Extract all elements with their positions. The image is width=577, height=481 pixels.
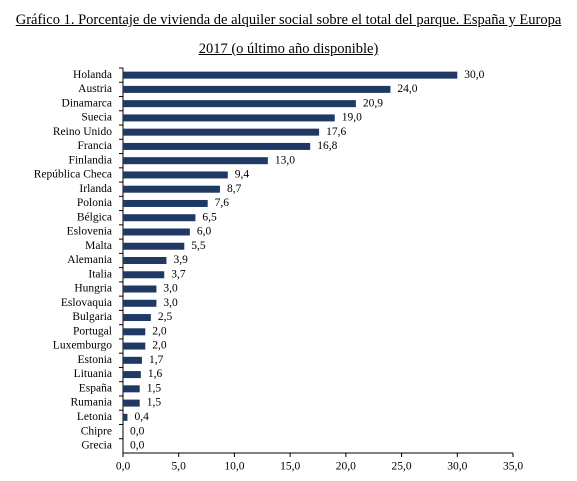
value-label: 2,5 [158, 311, 173, 323]
y-tick-label: Eslovenia [67, 226, 112, 238]
y-tick-label: Bélgica [77, 211, 112, 223]
x-tick-label: 5,0 [172, 461, 187, 473]
y-tick-label: Austria [78, 83, 112, 95]
x-tick-label: 0,0 [116, 461, 131, 473]
bar [123, 185, 220, 193]
value-label: 1,5 [147, 397, 162, 409]
y-tick-label: Dinamarca [62, 97, 112, 109]
y-tick-label: Suecia [81, 112, 112, 124]
y-tick-label: Francia [78, 140, 112, 152]
bar [123, 285, 157, 293]
y-tick-label: Lituania [74, 368, 112, 380]
bar [123, 399, 140, 407]
bar [123, 71, 458, 79]
bar [123, 199, 208, 207]
value-label: 19,0 [342, 112, 362, 124]
value-label: 24,0 [397, 83, 417, 95]
x-tick-label: 10,0 [224, 461, 244, 473]
value-label: 17,6 [326, 126, 346, 138]
y-tick-label: Finlandia [69, 154, 112, 166]
x-tick-label: 20,0 [336, 461, 356, 473]
bar [123, 271, 165, 279]
value-label: 1,7 [149, 354, 164, 366]
y-tick-label: Irlanda [79, 183, 112, 195]
bar [123, 214, 196, 222]
bar [123, 157, 268, 165]
y-tick-label: Italia [88, 268, 112, 280]
y-tick-label: Malta [85, 240, 112, 252]
y-tick-label: Bulgaria [72, 311, 112, 323]
y-tick-label: Grecia [81, 440, 112, 452]
value-label: 5,5 [191, 240, 206, 252]
y-tick-label: Reino Unido [53, 126, 112, 138]
value-label: 2,0 [152, 340, 167, 352]
bar [123, 171, 228, 179]
bar [123, 114, 335, 122]
bar [123, 342, 146, 350]
y-tick-label: Estonia [78, 354, 113, 366]
chart-title: Gráfico 1. Porcentaje de vivienda de alq… [15, 12, 562, 57]
bar [123, 85, 391, 93]
bar [123, 314, 151, 322]
value-label: 3,0 [163, 283, 178, 295]
value-label: 6,0 [197, 226, 212, 238]
bar [123, 142, 311, 150]
bar [123, 385, 140, 393]
x-tick-label: 25,0 [392, 461, 412, 473]
bar [123, 356, 142, 364]
bar [123, 100, 356, 108]
x-tick-label: 15,0 [280, 461, 300, 473]
y-tick-label: Alemania [67, 254, 112, 266]
value-label: 3,9 [173, 254, 188, 266]
value-label: 9,4 [235, 169, 250, 181]
bar [123, 328, 146, 336]
y-tick-label: Eslovaquia [61, 297, 112, 309]
y-tick-label: Luxemburgo [53, 340, 112, 352]
value-label: 0,0 [130, 440, 145, 452]
bar [123, 413, 128, 421]
value-label: 3,7 [171, 268, 186, 280]
value-label: 1,6 [148, 368, 163, 380]
value-label: 30,0 [464, 69, 484, 81]
y-tick-label: Portugal [73, 325, 112, 337]
bar [123, 257, 167, 264]
value-label: 6,5 [202, 211, 217, 223]
value-label: 7,6 [215, 197, 230, 209]
bar [123, 299, 157, 307]
value-label: 13,0 [275, 154, 295, 166]
y-tick-label: Polonia [77, 197, 112, 209]
bar [123, 371, 141, 379]
bar [123, 242, 185, 250]
value-label: 2,0 [152, 325, 167, 337]
y-tick-label: República Checa [34, 169, 112, 181]
y-tick-label: Hungria [74, 283, 112, 295]
value-label: 3,0 [163, 297, 178, 309]
value-label: 0,4 [134, 411, 149, 423]
value-label: 16,8 [317, 140, 337, 152]
y-tick-label: Rumania [70, 397, 112, 409]
value-label: 20,9 [363, 97, 383, 109]
value-label: 1,5 [147, 382, 162, 394]
value-label: 8,7 [227, 183, 242, 195]
bar [123, 128, 320, 136]
bar [123, 228, 190, 236]
y-tick-label: Letonia [77, 411, 112, 423]
y-tick-label: Chipre [81, 425, 112, 437]
x-tick-label: 35,0 [503, 461, 523, 473]
x-tick-label: 30,0 [447, 461, 467, 473]
y-tick-label: España [79, 382, 112, 394]
value-label: 0,0 [130, 425, 145, 437]
y-tick-label: Holanda [73, 69, 112, 81]
